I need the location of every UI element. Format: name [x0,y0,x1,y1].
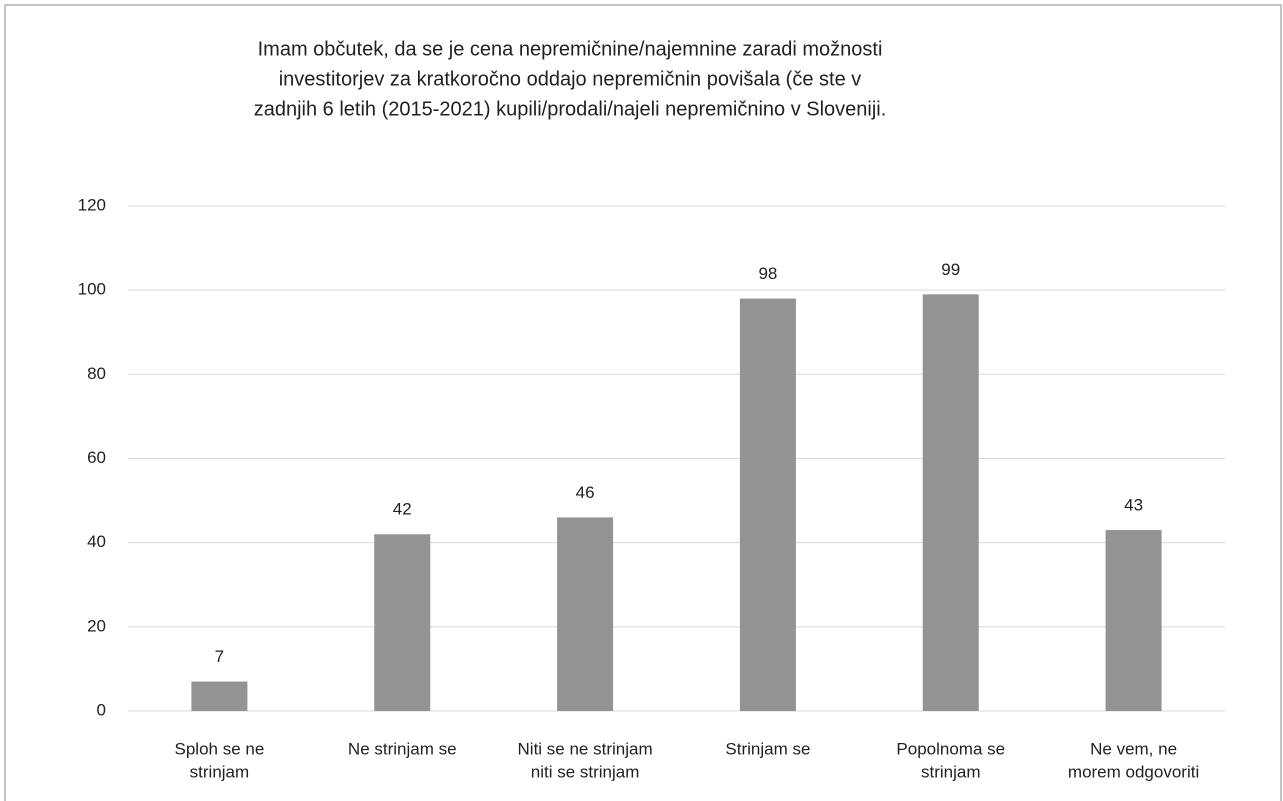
bar [922,294,979,711]
y-tick-label: 120 [78,195,106,214]
bar [191,681,248,711]
y-tick-label: 0 [97,700,106,719]
x-tick-label: Popolnoma se [896,739,1005,758]
bar [1105,530,1162,711]
x-tick-label: morem odgovoriti [1068,762,1199,781]
x-tick-label: Strinjam se [725,739,810,758]
x-tick-label: strinjam [921,762,981,781]
data-label: 42 [393,500,412,519]
bar [374,534,431,711]
x-tick-label: niti se strinjam [531,762,640,781]
chart-title: Imam občutek, da se je cena nepremičnine… [258,38,883,60]
y-tick-label: 40 [87,532,106,551]
y-tick-label: 80 [87,364,106,383]
data-label: 99 [941,260,960,279]
y-tick-label: 60 [87,448,106,467]
y-tick-label: 20 [87,616,106,635]
data-label: 43 [1124,496,1143,515]
chart-title: investitorjev za kratkoročno oddajo nepr… [279,68,862,90]
chart-title: zadnjih 6 letih (2015-2021) kupili/proda… [254,98,887,120]
x-tick-label: Ne strinjam se [348,739,457,758]
x-tick-label: Niti se ne strinjam [518,739,653,758]
frame [4,4,1282,801]
bar [557,517,614,711]
data-label: 98 [758,264,777,283]
data-label: 46 [576,483,595,502]
bar [739,298,796,711]
data-label: 7 [215,647,224,666]
x-tick-label: Sploh se ne [175,739,265,758]
y-tick-label: 100 [78,280,106,299]
x-tick-label: Ne vem, ne [1090,739,1177,758]
x-tick-label: strinjam [190,762,250,781]
